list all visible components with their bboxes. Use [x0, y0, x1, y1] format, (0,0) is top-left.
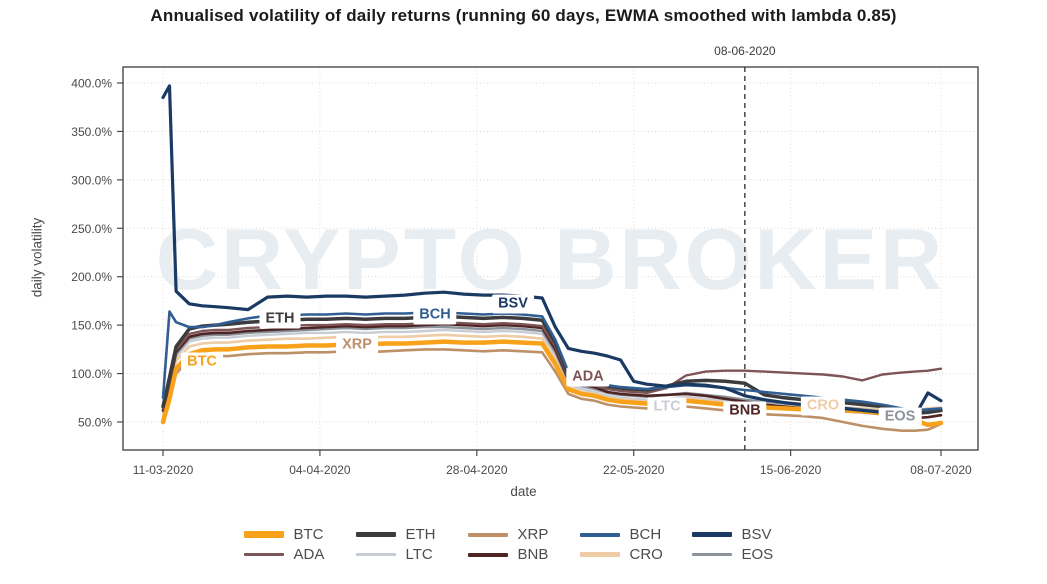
legend-label: BNB: [517, 546, 549, 563]
legend-item-cro: CRO: [579, 546, 692, 563]
legend-label: LTC: [405, 546, 433, 563]
x-tick-label: 22-05-2020: [603, 463, 665, 477]
legend-swatch-bsv: [691, 532, 732, 537]
series-tag-bsv: BSV: [492, 294, 534, 314]
y-tick-label: 350.0%: [71, 125, 112, 139]
legend-swatch-eth: [355, 531, 396, 538]
legend-item-bch: BCH: [579, 526, 692, 543]
legend-item-ltc: LTC: [355, 546, 468, 563]
x-tick-label: 11-03-2020: [133, 463, 194, 477]
x-tick-label: 04-04-2020: [289, 463, 351, 477]
x-axis-title: date: [510, 484, 537, 499]
series-tag-ltc: LTC: [647, 397, 687, 417]
series-tag-bnb: BNB: [723, 401, 767, 421]
series-tag-cro: CRO: [800, 396, 846, 416]
series-tag-eos: EOS: [878, 407, 922, 427]
legend: BTC ETH XRP BCH BSV ADA LTC BNB CRO EOS: [0, 526, 1047, 563]
legend-item-ada: ADA: [243, 546, 356, 563]
legend-item-btc: BTC: [243, 526, 356, 543]
series-tag-bch: BCH: [413, 305, 457, 325]
legend-label: CRO: [629, 546, 663, 563]
legend-item-eos: EOS: [691, 546, 804, 563]
plot-frame: [122, 66, 979, 451]
legend-swatch-xrp: [467, 532, 508, 537]
legend-swatch-btc: [243, 531, 284, 538]
legend-label: BCH: [629, 526, 662, 543]
chart-title: Annualised volatility of daily returns (…: [150, 6, 897, 25]
legend-label: ETH: [405, 526, 436, 543]
x-tick-label: 28-04-2020: [446, 463, 508, 477]
y-tick-label: 250.0%: [71, 222, 112, 236]
x-tick-label: 15-06-2020: [760, 463, 822, 477]
legend-swatch-eos: [691, 552, 732, 557]
y-tick-label: 300.0%: [71, 173, 112, 187]
legend-swatch-ltc: [355, 552, 396, 557]
y-tick-label: 150.0%: [71, 319, 112, 333]
y-axis-title: daily volatility: [29, 217, 45, 298]
legend-label: XRP: [517, 526, 549, 543]
legend-item-xrp: XRP: [467, 526, 580, 543]
series-tag-ada: ADA: [566, 367, 610, 387]
x-tick-label: 08-07-2020: [910, 463, 972, 477]
y-tick-label: 100.0%: [71, 367, 112, 381]
y-tick-label: 200.0%: [71, 270, 112, 284]
legend-row: ADA LTC BNB CRO EOS: [243, 546, 804, 563]
series-tag-xrp: XRP: [336, 335, 378, 355]
legend-label: BTC: [293, 526, 324, 543]
legend-item-bnb: BNB: [467, 546, 580, 563]
series-tag-eth: ETH: [259, 309, 301, 329]
legend-swatch-cro: [579, 552, 620, 557]
series-tag-btc: BTC: [181, 352, 223, 372]
legend-swatch-bch: [579, 532, 620, 537]
legend-label: BSV: [741, 526, 772, 543]
legend-swatch-bnb: [467, 552, 508, 557]
legend-item-bsv: BSV: [691, 526, 804, 543]
legend-row: BTC ETH XRP BCH BSV: [243, 526, 804, 543]
watermark: CRYPTO BROKER: [156, 212, 945, 308]
legend-label: EOS: [741, 546, 774, 563]
legend-swatch-ada: [243, 553, 284, 556]
y-tick-label: 400.0%: [71, 77, 112, 91]
y-tick-label: 50.0%: [78, 416, 112, 430]
legend-item-eth: ETH: [355, 526, 468, 543]
plot-area: CRYPTO BROKER 11-03-2020 04-04-2020 28-04-2…: [71, 66, 979, 477]
legend-label: ADA: [293, 546, 325, 563]
series-line-xrp: [161, 348, 943, 433]
event-date-label: 08-06-2020: [714, 44, 776, 58]
